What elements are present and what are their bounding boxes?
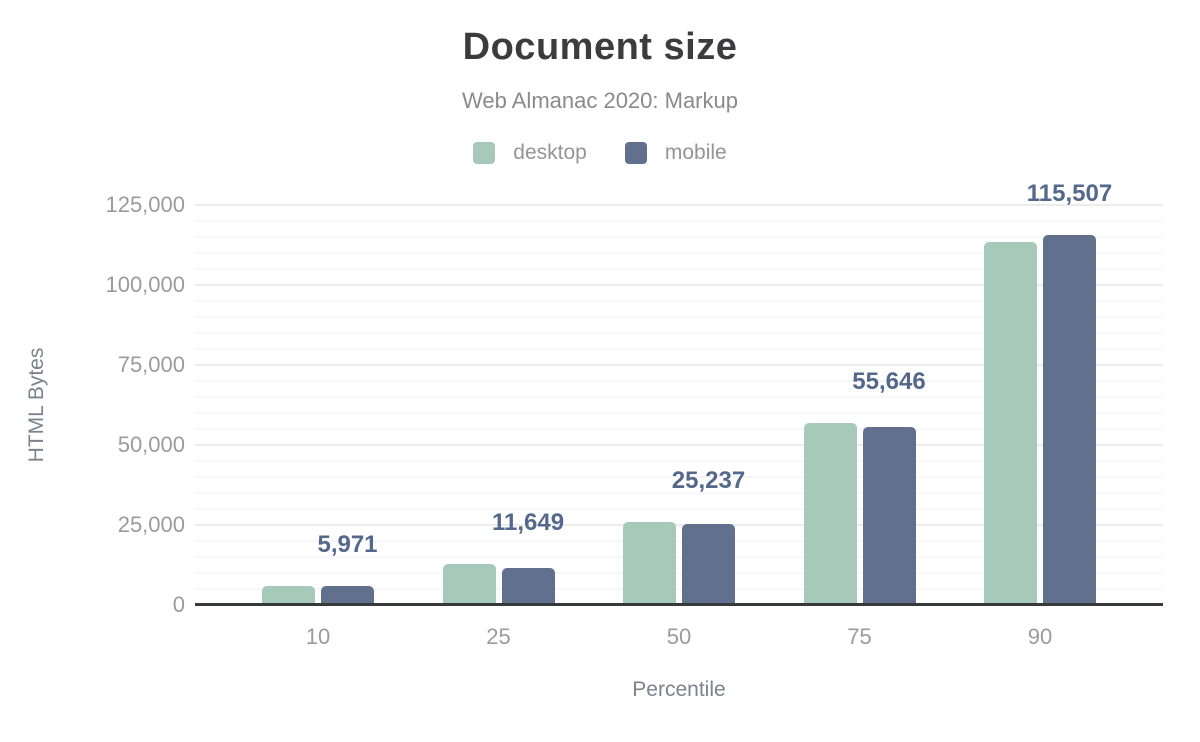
minor-gridline-95000 bbox=[195, 300, 1163, 302]
bar-mobile-p25 bbox=[501, 567, 555, 605]
legend-item-desktop: desktop bbox=[473, 141, 587, 165]
desktop-swatch-icon bbox=[473, 142, 496, 164]
minor-gridline-35000 bbox=[195, 492, 1163, 494]
y-tick-label-0: 0 bbox=[172, 592, 185, 617]
minor-gridline-105000 bbox=[195, 268, 1163, 270]
x-tick-label-75: 75 bbox=[847, 624, 872, 649]
minor-gridline-115000 bbox=[195, 236, 1163, 238]
data-label-p50: 25,237 bbox=[671, 466, 746, 494]
y-tick-label-50,000: 50,000 bbox=[117, 432, 185, 457]
x-tick-label-25: 25 bbox=[486, 624, 511, 649]
chart-subtitle: Web Almanac 2020: Markup bbox=[462, 88, 738, 113]
bar-desktop-p50 bbox=[623, 521, 676, 605]
legend-label-desktop: desktop bbox=[513, 141, 587, 164]
bar-desktop-p75 bbox=[803, 422, 857, 605]
minor-gridline-5000 bbox=[195, 588, 1163, 590]
minor-gridline-90000 bbox=[195, 316, 1163, 318]
minor-gridline-20000 bbox=[195, 540, 1163, 542]
minor-gridline-80000 bbox=[195, 348, 1163, 350]
bar-mobile-p90 bbox=[1043, 235, 1096, 605]
minor-gridline-120000 bbox=[195, 220, 1163, 222]
mobile-swatch-icon bbox=[624, 142, 647, 164]
minor-gridline-10000 bbox=[195, 572, 1163, 574]
y-tick-label-75,000: 75,000 bbox=[117, 352, 185, 377]
minor-gridline-30000 bbox=[195, 508, 1163, 510]
bar-desktop-p25 bbox=[442, 564, 496, 605]
bar-desktop-p10 bbox=[262, 585, 315, 605]
major-gridline-50000 bbox=[195, 444, 1163, 446]
x-tick-label-10: 10 bbox=[305, 624, 331, 649]
data-label-p25: 11,649 bbox=[491, 509, 565, 537]
x-axis-line bbox=[195, 603, 1163, 606]
minor-gridline-45000 bbox=[195, 460, 1163, 462]
major-gridline-75000 bbox=[195, 364, 1163, 366]
legend-item-mobile: mobile bbox=[624, 141, 727, 165]
minor-gridline-110000 bbox=[195, 252, 1163, 254]
major-gridline-25000 bbox=[195, 524, 1163, 526]
bar-mobile-p50 bbox=[682, 524, 735, 605]
x-tick-label-50: 50 bbox=[666, 624, 692, 649]
bar-mobile-p75 bbox=[862, 426, 916, 605]
minor-gridline-60000 bbox=[195, 412, 1163, 414]
minor-gridline-65000 bbox=[195, 396, 1163, 398]
minor-gridline-40000 bbox=[195, 476, 1163, 478]
major-gridline-125000 bbox=[195, 204, 1163, 206]
legend-label-mobile: mobile bbox=[664, 141, 727, 164]
data-label-p10: 5,971 bbox=[317, 530, 378, 558]
data-label-p75: 55,646 bbox=[852, 367, 926, 395]
y-tick-label-25,000: 25,000 bbox=[117, 512, 185, 537]
chart-title: Document size bbox=[462, 26, 738, 68]
y-tick-label-125,000: 125,000 bbox=[105, 192, 185, 217]
x-tick-label-90: 90 bbox=[1027, 624, 1053, 649]
minor-gridline-15000 bbox=[195, 556, 1163, 558]
minor-gridline-85000 bbox=[195, 332, 1163, 334]
bar-mobile-p10 bbox=[321, 585, 374, 605]
minor-gridline-55000 bbox=[195, 428, 1163, 430]
major-gridline-100000 bbox=[195, 284, 1163, 286]
y-tick-label-100,000: 100,000 bbox=[105, 272, 185, 297]
legend: desktop mobile bbox=[0, 141, 1200, 165]
minor-gridline-70000 bbox=[195, 380, 1163, 382]
data-label-p90: 115,507 bbox=[1026, 180, 1113, 208]
bar-desktop-p90 bbox=[984, 242, 1037, 605]
x-axis-title: Percentile bbox=[632, 678, 726, 701]
